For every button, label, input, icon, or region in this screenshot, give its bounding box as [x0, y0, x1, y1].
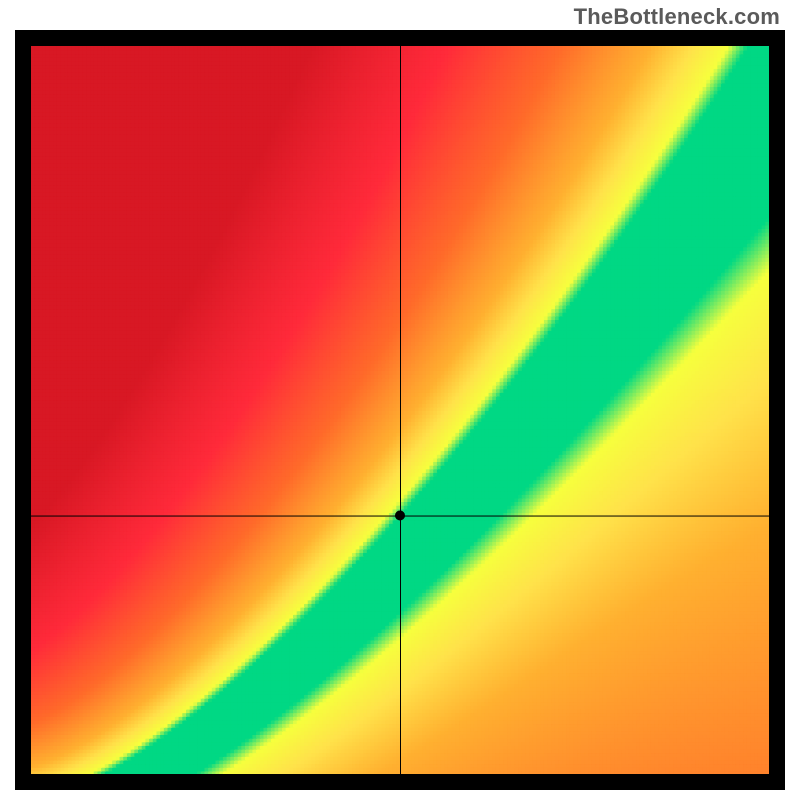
watermark-text: TheBottleneck.com [574, 4, 780, 30]
bottleneck-heatmap [15, 30, 785, 790]
heatmap-canvas [15, 30, 785, 790]
